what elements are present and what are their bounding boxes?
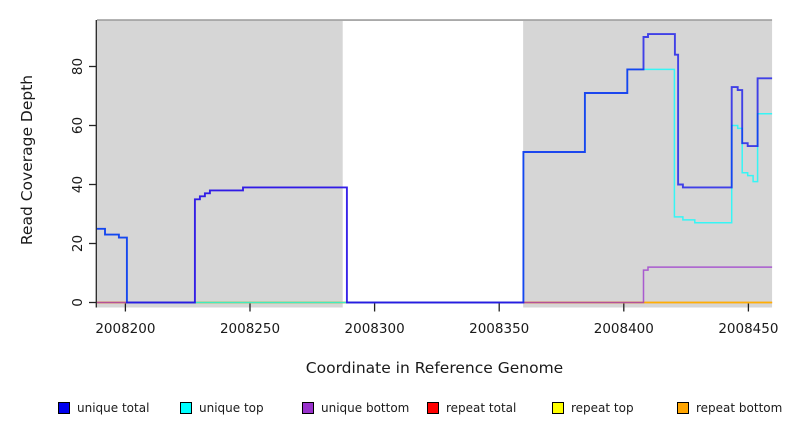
x-tick-label: 2008450 bbox=[718, 321, 778, 337]
legend-item-unique-top: unique top bbox=[180, 397, 264, 419]
legend-label-repeat-bottom: repeat bottom bbox=[696, 401, 783, 415]
legend-label-unique-total: unique total bbox=[77, 401, 150, 415]
legend-item-repeat-total: repeat total bbox=[427, 397, 516, 419]
legend-item-unique-total: unique total bbox=[58, 397, 149, 419]
uncovered-region-gap bbox=[342, 21, 524, 308]
x-axis-title: Coordinate in Reference Genome bbox=[305, 359, 564, 377]
legend-swatch-unique-bottom-icon bbox=[302, 402, 314, 414]
y-tick-label: 0 bbox=[70, 298, 86, 307]
legend-label-unique-top: unique top bbox=[199, 401, 264, 415]
y-tick-label: 80 bbox=[70, 58, 86, 75]
y-tick-label: 20 bbox=[70, 235, 86, 252]
legend-item-unique-bottom: unique bottom bbox=[302, 397, 409, 419]
x-tick-label: 2008350 bbox=[469, 321, 529, 337]
legend: unique total unique top unique bottom repea… bbox=[0, 397, 792, 423]
x-tick-label: 2008250 bbox=[220, 321, 280, 337]
x-tick-label: 2008300 bbox=[345, 321, 405, 337]
y-tick-label: 60 bbox=[70, 117, 86, 134]
legend-item-repeat-bottom: repeat bottom bbox=[677, 397, 782, 419]
y-axis-title: Read Coverage Depth bbox=[18, 74, 36, 246]
legend-label-repeat-top: repeat top bbox=[571, 401, 634, 415]
y-tick-label: 40 bbox=[70, 176, 86, 193]
series-unique-total bbox=[97, 33, 773, 304]
legend-swatch-repeat-total-icon bbox=[427, 402, 439, 414]
x-tick-label: 2008400 bbox=[594, 321, 654, 337]
legend-item-repeat-top: repeat top bbox=[552, 397, 634, 419]
legend-swatch-repeat-bottom-icon bbox=[677, 402, 689, 414]
legend-swatch-unique-top-icon bbox=[180, 402, 192, 414]
legend-swatch-unique-total-icon bbox=[58, 402, 70, 414]
legend-swatch-repeat-top-icon bbox=[552, 402, 564, 414]
legend-label-unique-bottom: unique bottom bbox=[321, 401, 410, 415]
x-tick-label: 2008200 bbox=[95, 321, 155, 337]
legend-label-repeat-total: repeat total bbox=[446, 401, 517, 415]
